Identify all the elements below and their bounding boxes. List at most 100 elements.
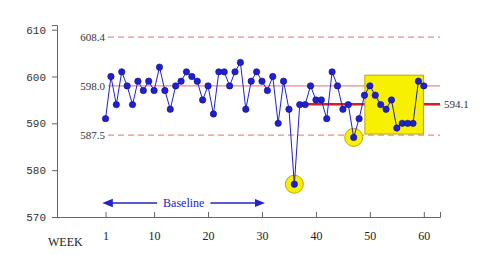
x-tick-label: 40	[310, 229, 322, 243]
data-point	[415, 78, 421, 84]
plot-area	[102, 37, 440, 193]
data-point	[205, 83, 211, 89]
data-point	[146, 78, 152, 84]
x-axis: 1 10 20 30 40 50 60	[58, 212, 441, 243]
data-point	[140, 87, 146, 93]
reference-label: 608.4	[80, 31, 105, 43]
y-tick-label: 590	[26, 118, 46, 130]
x-tick-label: 50	[364, 229, 376, 243]
data-point	[259, 78, 265, 84]
baseline-arrow	[210, 202, 260, 204]
y-tick-mark	[52, 217, 57, 218]
x-tick-label: 30	[256, 229, 268, 243]
data-point	[361, 92, 367, 98]
data-point	[113, 101, 119, 107]
chart: 570 580 590 600 610 1 10 20 30 40 50 60 WEEK 608.4 598…	[0, 0, 485, 255]
x-tick: 40	[310, 212, 322, 243]
data-point	[221, 69, 227, 75]
highlight-point	[345, 128, 363, 146]
x-tick-mark	[262, 212, 263, 217]
y-tick-mark	[52, 77, 57, 78]
data-point	[194, 78, 200, 84]
data-point	[178, 78, 184, 84]
data-point	[232, 69, 238, 75]
data-point	[156, 64, 162, 70]
y-tick: 580	[26, 165, 57, 177]
x-tick-label: 60	[418, 229, 430, 243]
x-tick: 60	[418, 212, 430, 243]
y-tick-label: 600	[26, 72, 46, 84]
baseline-label: Baseline	[163, 196, 204, 210]
x-axis-title: WEEK	[48, 235, 83, 249]
data-point	[167, 106, 173, 112]
data-point	[135, 78, 141, 84]
data-point	[410, 120, 416, 126]
x-tick: 20	[203, 212, 215, 243]
x-tick-label: 10	[149, 229, 161, 243]
data-point	[356, 115, 362, 121]
data-point	[270, 73, 276, 79]
data-point	[291, 181, 297, 187]
y-tick-mark	[52, 123, 57, 124]
data-point	[334, 83, 340, 89]
data-point	[162, 87, 168, 93]
data-point	[248, 78, 254, 84]
data-point	[280, 78, 286, 84]
x-tick-mark	[106, 212, 107, 217]
data-point	[345, 101, 351, 107]
data-point	[350, 134, 356, 140]
data-point	[275, 120, 281, 126]
data-point	[383, 106, 389, 112]
x-tick-mark	[424, 212, 425, 217]
shift-label: 594.1	[444, 98, 469, 110]
y-tick-mark	[52, 170, 57, 171]
data-point	[151, 87, 157, 93]
data-point	[108, 73, 114, 79]
x-tick-label: 20	[203, 229, 215, 243]
data-point	[210, 111, 216, 117]
data-point	[172, 83, 178, 89]
data-point	[243, 106, 249, 112]
x-axis-line	[58, 212, 441, 218]
data-point	[302, 101, 308, 107]
data-point	[372, 92, 378, 98]
data-line	[106, 62, 424, 184]
y-tick-mark	[52, 30, 57, 31]
data-point	[189, 73, 195, 79]
data-point	[237, 59, 243, 65]
y-tick: 610	[26, 25, 57, 37]
y-tick: 590	[26, 118, 57, 130]
data-point	[199, 97, 205, 103]
y-tick-label: 570	[26, 212, 46, 224]
data-point	[367, 83, 373, 89]
data-point	[340, 106, 346, 112]
data-point	[129, 101, 135, 107]
data-point	[253, 69, 259, 75]
highlight-range	[365, 75, 424, 134]
data-point	[226, 83, 232, 89]
x-tick-label: 1	[103, 229, 109, 243]
data-point	[388, 97, 394, 103]
y-tick-label: 580	[26, 165, 46, 177]
x-tick: 50	[364, 212, 376, 243]
y-axis: 570 580 590 600 610	[26, 25, 57, 224]
data-point	[183, 69, 189, 75]
y-tick-label: 610	[26, 25, 46, 37]
data-point	[102, 115, 108, 121]
y-tick: 570	[26, 212, 57, 224]
data-point	[119, 69, 125, 75]
data-point	[124, 83, 130, 89]
reference-line	[108, 37, 440, 38]
baseline-arrow	[108, 202, 158, 204]
reference-label: 587.5	[80, 129, 105, 141]
x-tick: 10	[149, 212, 161, 243]
y-axis-line	[52, 26, 58, 218]
data-point	[324, 115, 330, 121]
data-point	[394, 125, 400, 131]
data-point	[264, 87, 270, 93]
data-point	[318, 97, 324, 103]
data-point	[377, 101, 383, 107]
x-tick-mark	[370, 212, 371, 217]
reference-label: 598.0	[80, 80, 105, 92]
x-tick: 1	[103, 212, 109, 243]
